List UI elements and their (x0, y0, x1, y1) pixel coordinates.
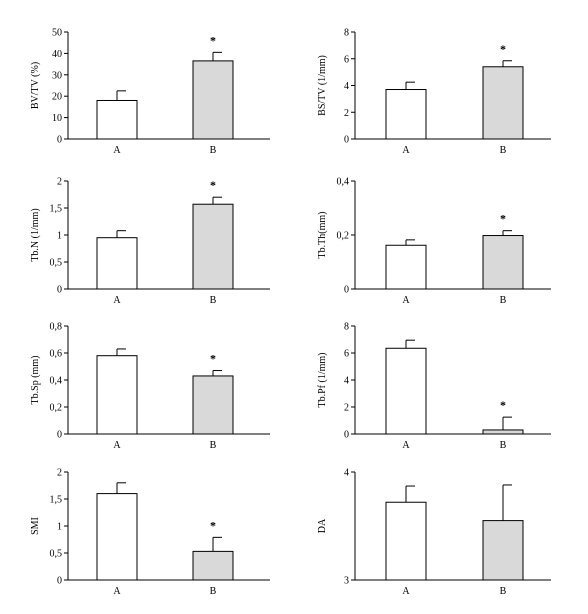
y-tick-label: 0,4 (50, 376, 63, 387)
category-label: A (402, 586, 410, 597)
category-label: A (402, 145, 410, 156)
significance-marker: * (500, 42, 506, 56)
category-label: A (402, 295, 410, 306)
y-tick-label: 0,4 (337, 177, 350, 188)
y-axis-label: SMI (30, 517, 41, 535)
category-label: B (210, 586, 217, 597)
y-tick-label: 0 (57, 135, 62, 146)
y-axis-label: Tb.Pf (1/mm) (317, 353, 328, 408)
bar-b (192, 60, 234, 140)
chart-panel-5: 0 0,2 0,4 0,6 0,8 Tb.Sp (mm) A B * (30, 322, 270, 451)
y-tick-label: 6 (344, 54, 349, 65)
y-tick-label: 8 (344, 28, 349, 39)
bar-a (96, 99, 138, 140)
y-tick-label: 0 (344, 135, 349, 146)
y-tick-label: 0,2 (337, 231, 350, 242)
y-tick-label: 2 (344, 403, 349, 414)
category-label: A (113, 295, 121, 306)
y-axis-label: BV/TV (%) (30, 62, 41, 109)
y-tick-label: 0 (57, 430, 62, 441)
y-tick-label: 8 (344, 322, 349, 333)
y-tick-label: 0 (344, 430, 349, 441)
category-label: B (210, 295, 217, 306)
y-tick-label: 4 (344, 376, 349, 387)
category-label: B (500, 145, 507, 156)
bar-b (482, 66, 524, 140)
category-label: B (500, 586, 507, 597)
bar-a (385, 89, 427, 140)
bar-a (385, 244, 427, 290)
y-axis-label: Tb.N (1/mm) (30, 208, 41, 261)
bar-a (385, 347, 427, 435)
category-label: B (210, 440, 217, 451)
bar-b (192, 375, 234, 435)
significance-marker: * (210, 352, 216, 366)
y-tick-label: 0 (344, 285, 349, 296)
y-tick-label: 1,5 (50, 495, 63, 506)
y-tick-label: 2 (57, 177, 62, 188)
chart-panel-4: 0 0,2 0,4 Tb.Th(mm) A B * (317, 177, 551, 306)
bar-b (482, 520, 524, 581)
bar-b (192, 550, 234, 581)
category-label: A (113, 440, 121, 451)
significance-marker: * (500, 212, 506, 226)
significance-marker: * (210, 33, 216, 47)
category-label: A (402, 440, 410, 451)
y-tick-label: 40 (52, 49, 62, 60)
category-label: A (113, 145, 121, 156)
bar-a (96, 355, 138, 435)
y-tick-label: 10 (52, 113, 62, 124)
category-label: B (500, 440, 507, 451)
y-axis-label: BS/TV (1/mm) (317, 55, 328, 116)
y-tick-label: 30 (52, 70, 62, 81)
y-tick-label: 1 (57, 522, 62, 533)
y-tick-label: 0,5 (50, 549, 63, 560)
y-tick-label: 20 (52, 92, 62, 103)
category-label: B (500, 295, 507, 306)
significance-marker: * (500, 398, 506, 412)
y-tick-label: 50 (52, 28, 62, 39)
category-label: B (210, 145, 217, 156)
y-tick-label: 2 (344, 108, 349, 119)
y-tick-label: 4 (344, 468, 349, 479)
y-axis-label: DA (317, 518, 328, 533)
bar-b (192, 203, 234, 290)
y-tick-label: 0,6 (50, 349, 63, 360)
bar-a (385, 501, 427, 581)
y-axis-label: Tb.Th(mm) (317, 212, 328, 259)
y-tick-label: 0 (57, 285, 62, 296)
y-tick-label: 3 (344, 576, 349, 587)
chart-panel-2: 0 2 4 6 8 BS/TV (1/mm) A B * (317, 28, 551, 156)
significance-marker: * (210, 518, 216, 532)
y-tick-label: 1 (57, 231, 62, 242)
significance-marker: * (210, 178, 216, 192)
chart-panel-1: 0 10 20 30 40 50 BV/TV (%) A B * (30, 28, 270, 156)
y-tick-label: 0,5 (50, 258, 63, 269)
chart-panel-7: 0 0,5 1 1,5 2 SMI A B * (30, 468, 270, 597)
chart-panel-8: 3 4 DA A B (317, 468, 551, 597)
chart-panel-6: 0 2 4 6 8 Tb.Pf (1/mm) A B * (317, 322, 551, 451)
bar-b (482, 235, 524, 290)
y-tick-label: 6 (344, 349, 349, 360)
y-tick-label: 2 (57, 468, 62, 479)
category-label: A (113, 586, 121, 597)
y-tick-label: 1,5 (50, 204, 63, 215)
y-tick-label: 4 (344, 81, 349, 92)
chart-panel-3: 0 0,5 1 1,5 2 Tb.N (1/mm) A B * (30, 177, 270, 306)
bar-a (96, 237, 138, 290)
y-tick-label: 0,8 (50, 322, 63, 333)
y-tick-label: 0,2 (50, 403, 63, 414)
bar-b (482, 429, 524, 435)
y-tick-label: 0 (57, 576, 62, 587)
y-axis-label: Tb.Sp (mm) (30, 356, 41, 405)
bar-a (96, 493, 138, 581)
